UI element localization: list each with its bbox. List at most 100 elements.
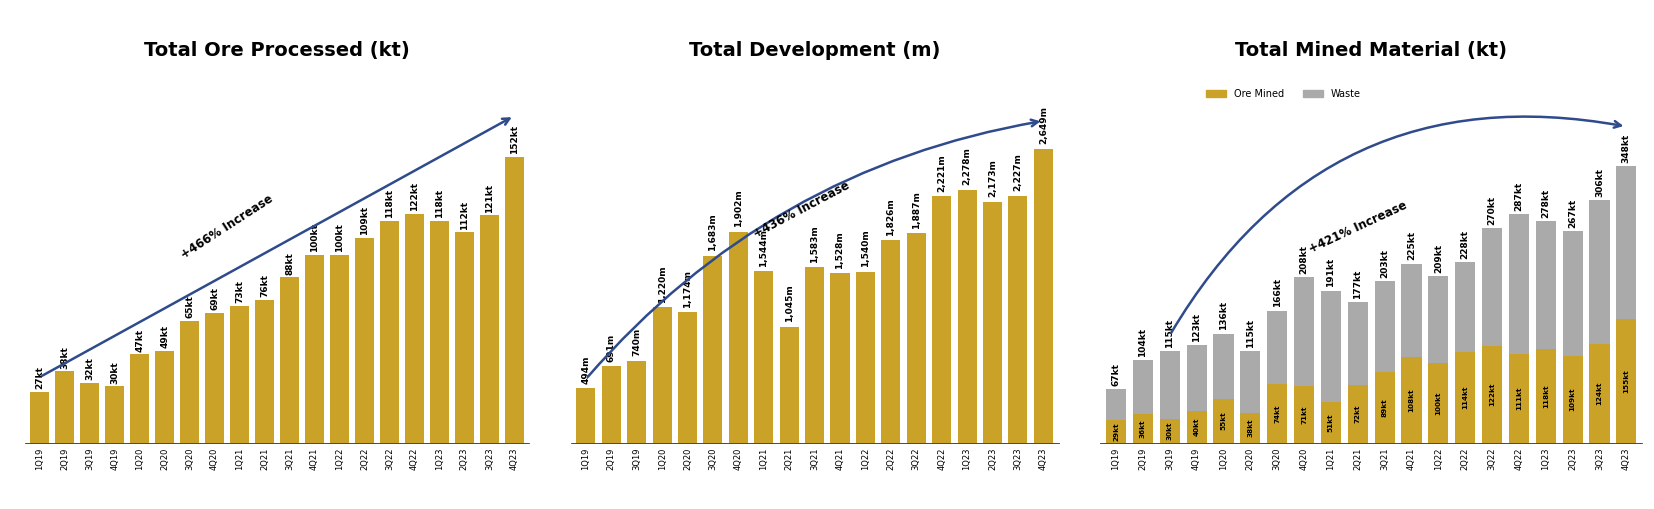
Text: +421% Increase: +421% Increase: [1307, 199, 1409, 256]
Bar: [380, 221, 399, 443]
Text: 1,583m: 1,583m: [810, 225, 819, 263]
Bar: [1456, 352, 1475, 443]
Text: 1,826m: 1,826m: [887, 198, 895, 236]
Bar: [356, 238, 374, 443]
Text: 2,649m: 2,649m: [1039, 106, 1049, 144]
Text: +436% Increase: +436% Increase: [751, 179, 852, 240]
Bar: [504, 157, 524, 443]
Bar: [779, 327, 799, 443]
Text: 691m: 691m: [607, 333, 615, 362]
Legend: Ore Mined, Waste: Ore Mined, Waste: [1202, 85, 1365, 103]
Text: 111kt: 111kt: [1515, 387, 1522, 410]
Bar: [1293, 386, 1313, 443]
Text: 71kt: 71kt: [1302, 405, 1307, 423]
Text: 65kt: 65kt: [185, 295, 194, 318]
Bar: [1508, 354, 1528, 443]
Bar: [405, 214, 423, 443]
Text: 40kt: 40kt: [1194, 418, 1199, 436]
Text: 166kt: 166kt: [1272, 278, 1282, 307]
Bar: [1456, 262, 1475, 352]
Bar: [1267, 310, 1287, 384]
Bar: [1429, 276, 1449, 363]
Text: 118kt: 118kt: [435, 189, 443, 218]
Bar: [1322, 402, 1341, 443]
Text: 36kt: 36kt: [1140, 419, 1146, 438]
Text: 118kt: 118kt: [1543, 384, 1548, 408]
Bar: [653, 307, 672, 443]
Text: 1,174m: 1,174m: [683, 270, 691, 308]
Bar: [1133, 360, 1153, 414]
Text: 155kt: 155kt: [1623, 369, 1629, 393]
Text: 228kt: 228kt: [1460, 230, 1470, 259]
Bar: [1482, 346, 1502, 443]
Bar: [729, 232, 748, 443]
Text: 118kt: 118kt: [385, 189, 394, 218]
Bar: [30, 392, 50, 443]
Bar: [1374, 372, 1394, 443]
Bar: [1240, 413, 1260, 443]
Text: 1,683m: 1,683m: [708, 214, 718, 251]
Bar: [131, 354, 149, 443]
Bar: [1374, 281, 1394, 372]
Bar: [1563, 231, 1583, 356]
Bar: [1348, 302, 1368, 385]
Text: 2,173m: 2,173m: [987, 159, 997, 197]
Text: 69kt: 69kt: [210, 288, 218, 310]
Text: 32kt: 32kt: [86, 357, 94, 380]
Bar: [1107, 420, 1126, 443]
Text: 109kt: 109kt: [1570, 388, 1576, 411]
Bar: [304, 255, 324, 443]
Text: 89kt: 89kt: [1381, 398, 1388, 417]
Text: 270kt: 270kt: [1487, 195, 1497, 224]
Bar: [1348, 385, 1368, 443]
Text: 38kt: 38kt: [60, 346, 69, 369]
Text: Total Mined Material (kt): Total Mined Material (kt): [1236, 41, 1507, 61]
Text: 1,045m: 1,045m: [784, 285, 794, 322]
Text: 1,540m: 1,540m: [862, 230, 870, 267]
Text: 100kt: 100kt: [309, 223, 319, 252]
Text: 1,887m: 1,887m: [911, 191, 921, 229]
Text: 494m: 494m: [581, 355, 590, 383]
Text: +466% Increase: +466% Increase: [179, 192, 276, 261]
Bar: [180, 321, 198, 443]
Bar: [1482, 228, 1502, 346]
Text: 115kt: 115kt: [1164, 319, 1174, 348]
Text: 88kt: 88kt: [284, 252, 294, 275]
Bar: [1267, 384, 1287, 443]
Text: 115kt: 115kt: [1245, 319, 1255, 348]
Bar: [1159, 419, 1179, 443]
Bar: [55, 372, 74, 443]
Text: 30kt: 30kt: [111, 361, 119, 384]
Text: 136kt: 136kt: [1219, 301, 1227, 330]
Bar: [1034, 149, 1054, 443]
Bar: [1508, 214, 1528, 354]
Bar: [1401, 357, 1421, 443]
Text: 47kt: 47kt: [136, 328, 144, 352]
Text: 114kt: 114kt: [1462, 386, 1469, 409]
Text: 740m: 740m: [632, 328, 642, 356]
Text: Total Ore Processed (kt): Total Ore Processed (kt): [144, 41, 410, 61]
Bar: [1616, 319, 1636, 443]
Text: 51kt: 51kt: [1328, 413, 1333, 432]
Bar: [81, 383, 99, 443]
Text: 112kt: 112kt: [460, 201, 468, 230]
Text: 108kt: 108kt: [1409, 388, 1414, 412]
Bar: [1429, 363, 1449, 443]
Text: 1,544m: 1,544m: [759, 229, 767, 267]
Text: 72kt: 72kt: [1355, 405, 1361, 423]
Bar: [1186, 411, 1207, 443]
Bar: [906, 233, 926, 443]
Bar: [627, 361, 647, 443]
Text: 74kt: 74kt: [1274, 404, 1280, 422]
Bar: [430, 221, 448, 443]
Bar: [1240, 351, 1260, 413]
Text: Total Development (m): Total Development (m): [690, 41, 939, 61]
Text: 2,221m: 2,221m: [938, 154, 946, 192]
Bar: [155, 351, 174, 443]
Bar: [830, 273, 850, 443]
Bar: [205, 313, 223, 443]
Text: 124kt: 124kt: [1596, 382, 1603, 405]
Bar: [1214, 334, 1234, 399]
Bar: [882, 240, 900, 443]
Text: 109kt: 109kt: [361, 206, 369, 235]
